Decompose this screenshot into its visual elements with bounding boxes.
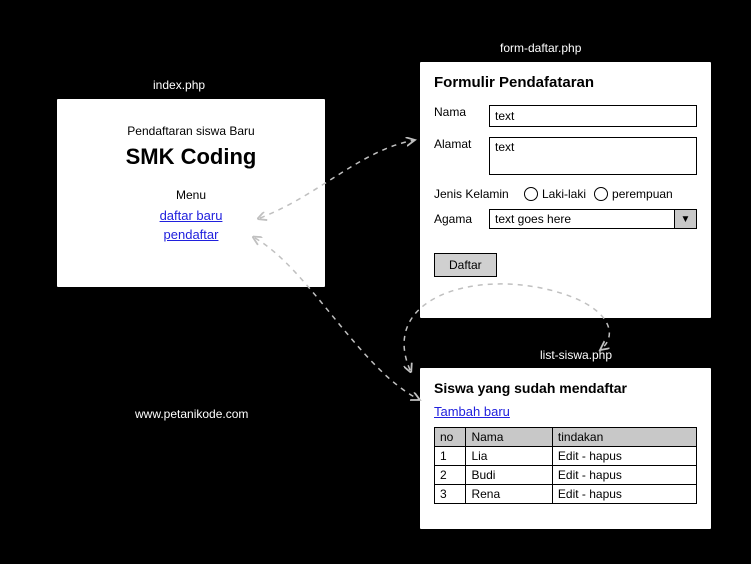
table-row: 1LiaEdit - hapus xyxy=(435,447,697,466)
index-panel: Pendaftaran siswa Baru SMK Coding Menu d… xyxy=(55,97,327,289)
siswa-table: no Nama tindakan 1LiaEdit - hapus2BudiEd… xyxy=(434,427,697,504)
index-subtitle: Pendaftaran siswa Baru xyxy=(57,124,325,138)
link-pendaftar[interactable]: pendaftar xyxy=(164,227,219,242)
nama-label: Nama xyxy=(434,105,489,119)
index-title: SMK Coding xyxy=(57,144,325,170)
table-row: 2BudiEdit - hapus xyxy=(435,466,697,485)
form-panel: Formulir Pendafataran Nama Alamat Jenis … xyxy=(418,60,713,320)
col-nama: Nama xyxy=(466,428,552,447)
table-cell: Rena xyxy=(466,485,552,504)
list-title: Siswa yang sudah mendaftar xyxy=(434,380,697,396)
jk-label: Jenis Kelamin xyxy=(434,187,524,201)
table-cell: Edit - hapus xyxy=(552,466,696,485)
link-daftar-baru[interactable]: daftar baru xyxy=(160,208,223,223)
agama-label: Agama xyxy=(434,212,489,226)
table-cell: Lia xyxy=(466,447,552,466)
table-cell: Budi xyxy=(466,466,552,485)
nama-input[interactable] xyxy=(489,105,697,127)
table-cell: 1 xyxy=(435,447,466,466)
table-row: 3RenaEdit - hapus xyxy=(435,485,697,504)
list-file-label: list-siswa.php xyxy=(540,348,612,362)
form-title: Formulir Pendafataran xyxy=(434,74,697,91)
index-file-label: index.php xyxy=(153,78,205,92)
index-menu-label: Menu xyxy=(57,188,325,202)
table-cell: Edit - hapus xyxy=(552,447,696,466)
daftar-button[interactable]: Daftar xyxy=(434,253,497,277)
form-file-label: form-daftar.php xyxy=(500,41,581,55)
table-cell: 3 xyxy=(435,485,466,504)
table-cell: 2 xyxy=(435,466,466,485)
radio-perempuan-label: perempuan xyxy=(612,187,673,201)
alamat-label: Alamat xyxy=(434,137,489,151)
radio-laki-label: Laki-laki xyxy=(542,187,586,201)
agama-select-text: text goes here xyxy=(490,210,674,228)
table-header-row: no Nama tindakan xyxy=(435,428,697,447)
radio-laki[interactable] xyxy=(524,187,538,201)
alamat-input[interactable] xyxy=(489,137,697,175)
chevron-down-icon: ▼ xyxy=(674,210,696,228)
list-panel: Siswa yang sudah mendaftar Tambah baru n… xyxy=(418,366,713,531)
agama-select[interactable]: text goes here ▼ xyxy=(489,209,697,229)
table-cell: Edit - hapus xyxy=(552,485,696,504)
link-tambah-baru[interactable]: Tambah baru xyxy=(434,404,510,419)
col-no: no xyxy=(435,428,466,447)
footer-label: www.petanikode.com xyxy=(135,407,248,421)
radio-perempuan[interactable] xyxy=(594,187,608,201)
col-tindakan: tindakan xyxy=(552,428,696,447)
